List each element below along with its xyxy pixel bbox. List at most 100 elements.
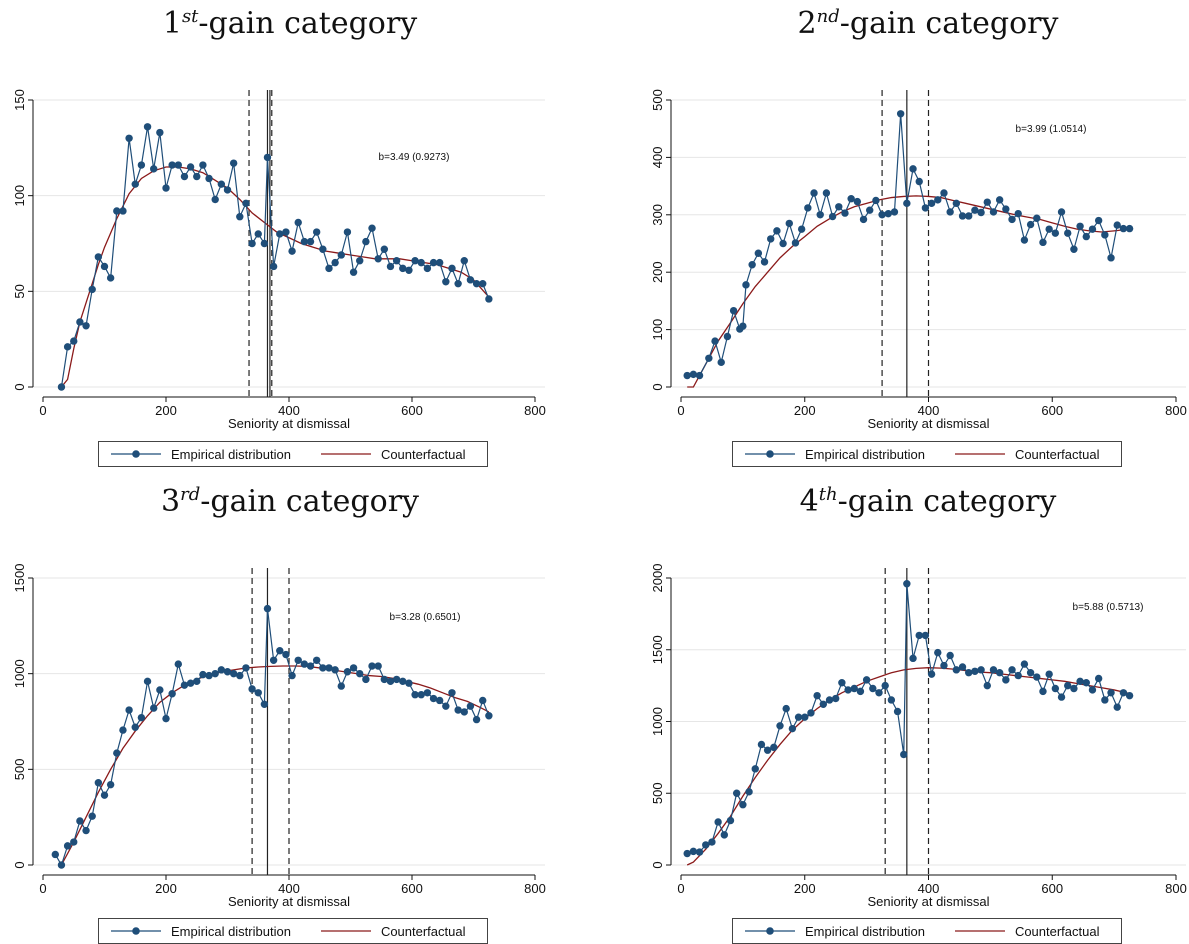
data-point <box>872 196 880 205</box>
legend-empirical-swatch <box>111 927 161 935</box>
panel-4: 4th-gain category 0 500 1000 1500 2000 0 200 40… <box>638 478 1189 944</box>
data-point <box>770 743 778 752</box>
data-point <box>853 197 862 206</box>
data-point <box>869 684 877 693</box>
data-point <box>100 262 109 271</box>
x-tick-label: 600 <box>401 403 423 418</box>
legend-counterfactual-swatch <box>954 930 1005 932</box>
data-point <box>1082 232 1090 241</box>
legend: Empirical distribution Counterfactual <box>732 441 1122 467</box>
data-point <box>785 219 793 228</box>
panel-2: 2nd-gain category 0 100 200 300 400 500 0 200 40… <box>638 0 1189 467</box>
chart-plot: 0 500 1000 1500 0 200 400 600 800 Seniority at di… <box>12 564 546 909</box>
data-point <box>754 249 763 257</box>
data-point <box>952 199 961 208</box>
y-tick-label: 0 <box>650 861 665 868</box>
data-point <box>217 180 226 188</box>
data-point <box>1008 666 1016 674</box>
data-point <box>349 268 358 276</box>
data-point <box>94 779 103 787</box>
data-point <box>131 180 139 188</box>
data-point <box>1039 687 1047 696</box>
data-point <box>952 666 961 674</box>
data-point <box>689 847 698 856</box>
data-point <box>742 281 750 289</box>
panel-title: 4th-gain category <box>638 484 1189 519</box>
legend: Empirical distribution Counterfactual <box>98 918 488 944</box>
data-point <box>893 707 902 716</box>
data-point <box>779 239 787 248</box>
data-point <box>368 224 376 232</box>
data-point <box>859 215 868 224</box>
data-point <box>983 198 991 206</box>
data-point <box>828 212 837 221</box>
data-point <box>909 654 917 663</box>
x-tick-label: 800 <box>1165 881 1187 896</box>
data-point <box>1002 676 1010 684</box>
data-point <box>965 212 973 220</box>
data-point <box>236 213 244 221</box>
data-point <box>739 801 747 809</box>
legend-empirical-swatch <box>745 450 795 458</box>
data-point <box>1107 689 1115 697</box>
data-point <box>1033 673 1041 681</box>
data-point <box>1076 222 1084 230</box>
data-point <box>989 208 998 216</box>
data-point <box>971 667 979 675</box>
data-point <box>1094 216 1103 225</box>
data-point <box>337 251 345 259</box>
legend-empirical-swatch <box>111 450 161 458</box>
data-point <box>903 199 911 208</box>
data-point <box>1088 686 1097 694</box>
legend-label-empirical: Empirical distribution <box>805 923 925 939</box>
data-point <box>423 264 432 273</box>
panel-3: 3rd-gain category 0 500 1000 1500 0 200 400 600… <box>0 478 580 944</box>
data-point <box>915 631 923 640</box>
data-point <box>831 694 840 703</box>
data-point <box>300 237 309 246</box>
title-suffix: st <box>181 6 199 27</box>
coefficient-annotation: b=3.28 (0.6501) <box>390 612 461 623</box>
data-point <box>965 669 973 677</box>
legend-item-counterfactual: Counterfactual <box>320 447 466 462</box>
data-point <box>57 383 66 391</box>
data-point <box>460 257 468 265</box>
data-point <box>776 722 784 730</box>
data-point <box>174 660 182 668</box>
legend-counterfactual-swatch <box>320 453 371 455</box>
data-point <box>1119 224 1128 233</box>
data-point <box>106 780 115 789</box>
x-tick-label: 0 <box>39 403 46 418</box>
data-point <box>343 668 352 676</box>
data-point <box>205 174 213 183</box>
x-tick-label: 400 <box>918 881 940 896</box>
legend-empirical-swatch <box>745 927 795 935</box>
data-point <box>374 662 382 670</box>
data-point <box>878 211 886 219</box>
y-tick-label: 100 <box>12 185 27 207</box>
title-ordinal: 4 <box>799 484 819 519</box>
data-point <box>269 656 278 664</box>
data-point <box>689 370 698 379</box>
y-tick-label: 200 <box>650 261 665 283</box>
data-point <box>1020 236 1029 244</box>
data-point <box>760 258 769 266</box>
data-point <box>374 255 382 263</box>
data-point <box>825 696 834 704</box>
data-point <box>1070 684 1078 693</box>
data-point <box>958 663 967 671</box>
series-empirical-line <box>60 126 490 388</box>
data-point <box>168 690 176 698</box>
data-point <box>479 696 487 705</box>
legend-label-empirical: Empirical distribution <box>171 446 291 462</box>
data-point <box>1057 693 1066 701</box>
legend: Empirical distribution Counterfactual <box>732 918 1122 944</box>
data-point <box>143 677 152 686</box>
data-point <box>702 841 710 849</box>
data-point <box>927 670 936 678</box>
data-point <box>199 670 207 679</box>
data-point <box>921 204 930 212</box>
x-tick-label: 400 <box>278 403 300 418</box>
panel-title: 1st-gain category <box>0 6 580 41</box>
data-point <box>748 261 756 269</box>
